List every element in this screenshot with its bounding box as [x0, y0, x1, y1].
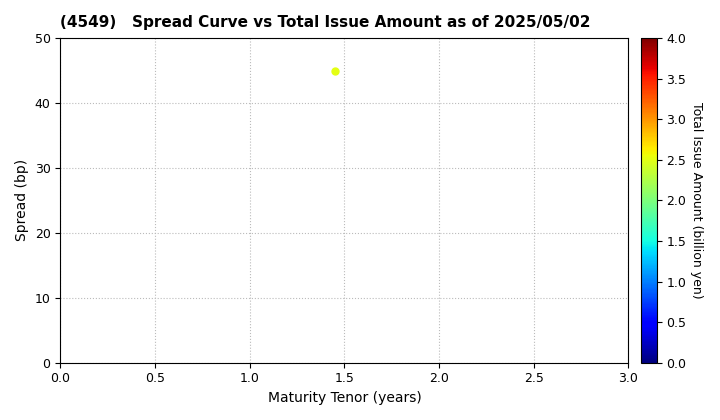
Point: [329, 67, 341, 74]
Y-axis label: Total Issue Amount (billion yen): Total Issue Amount (billion yen): [690, 102, 703, 299]
Text: (4549)   Spread Curve vs Total Issue Amount as of 2025/05/02: (4549) Spread Curve vs Total Issue Amoun…: [60, 15, 591, 30]
X-axis label: Maturity Tenor (years): Maturity Tenor (years): [268, 391, 421, 405]
Y-axis label: Spread (bp): Spread (bp): [15, 159, 29, 242]
